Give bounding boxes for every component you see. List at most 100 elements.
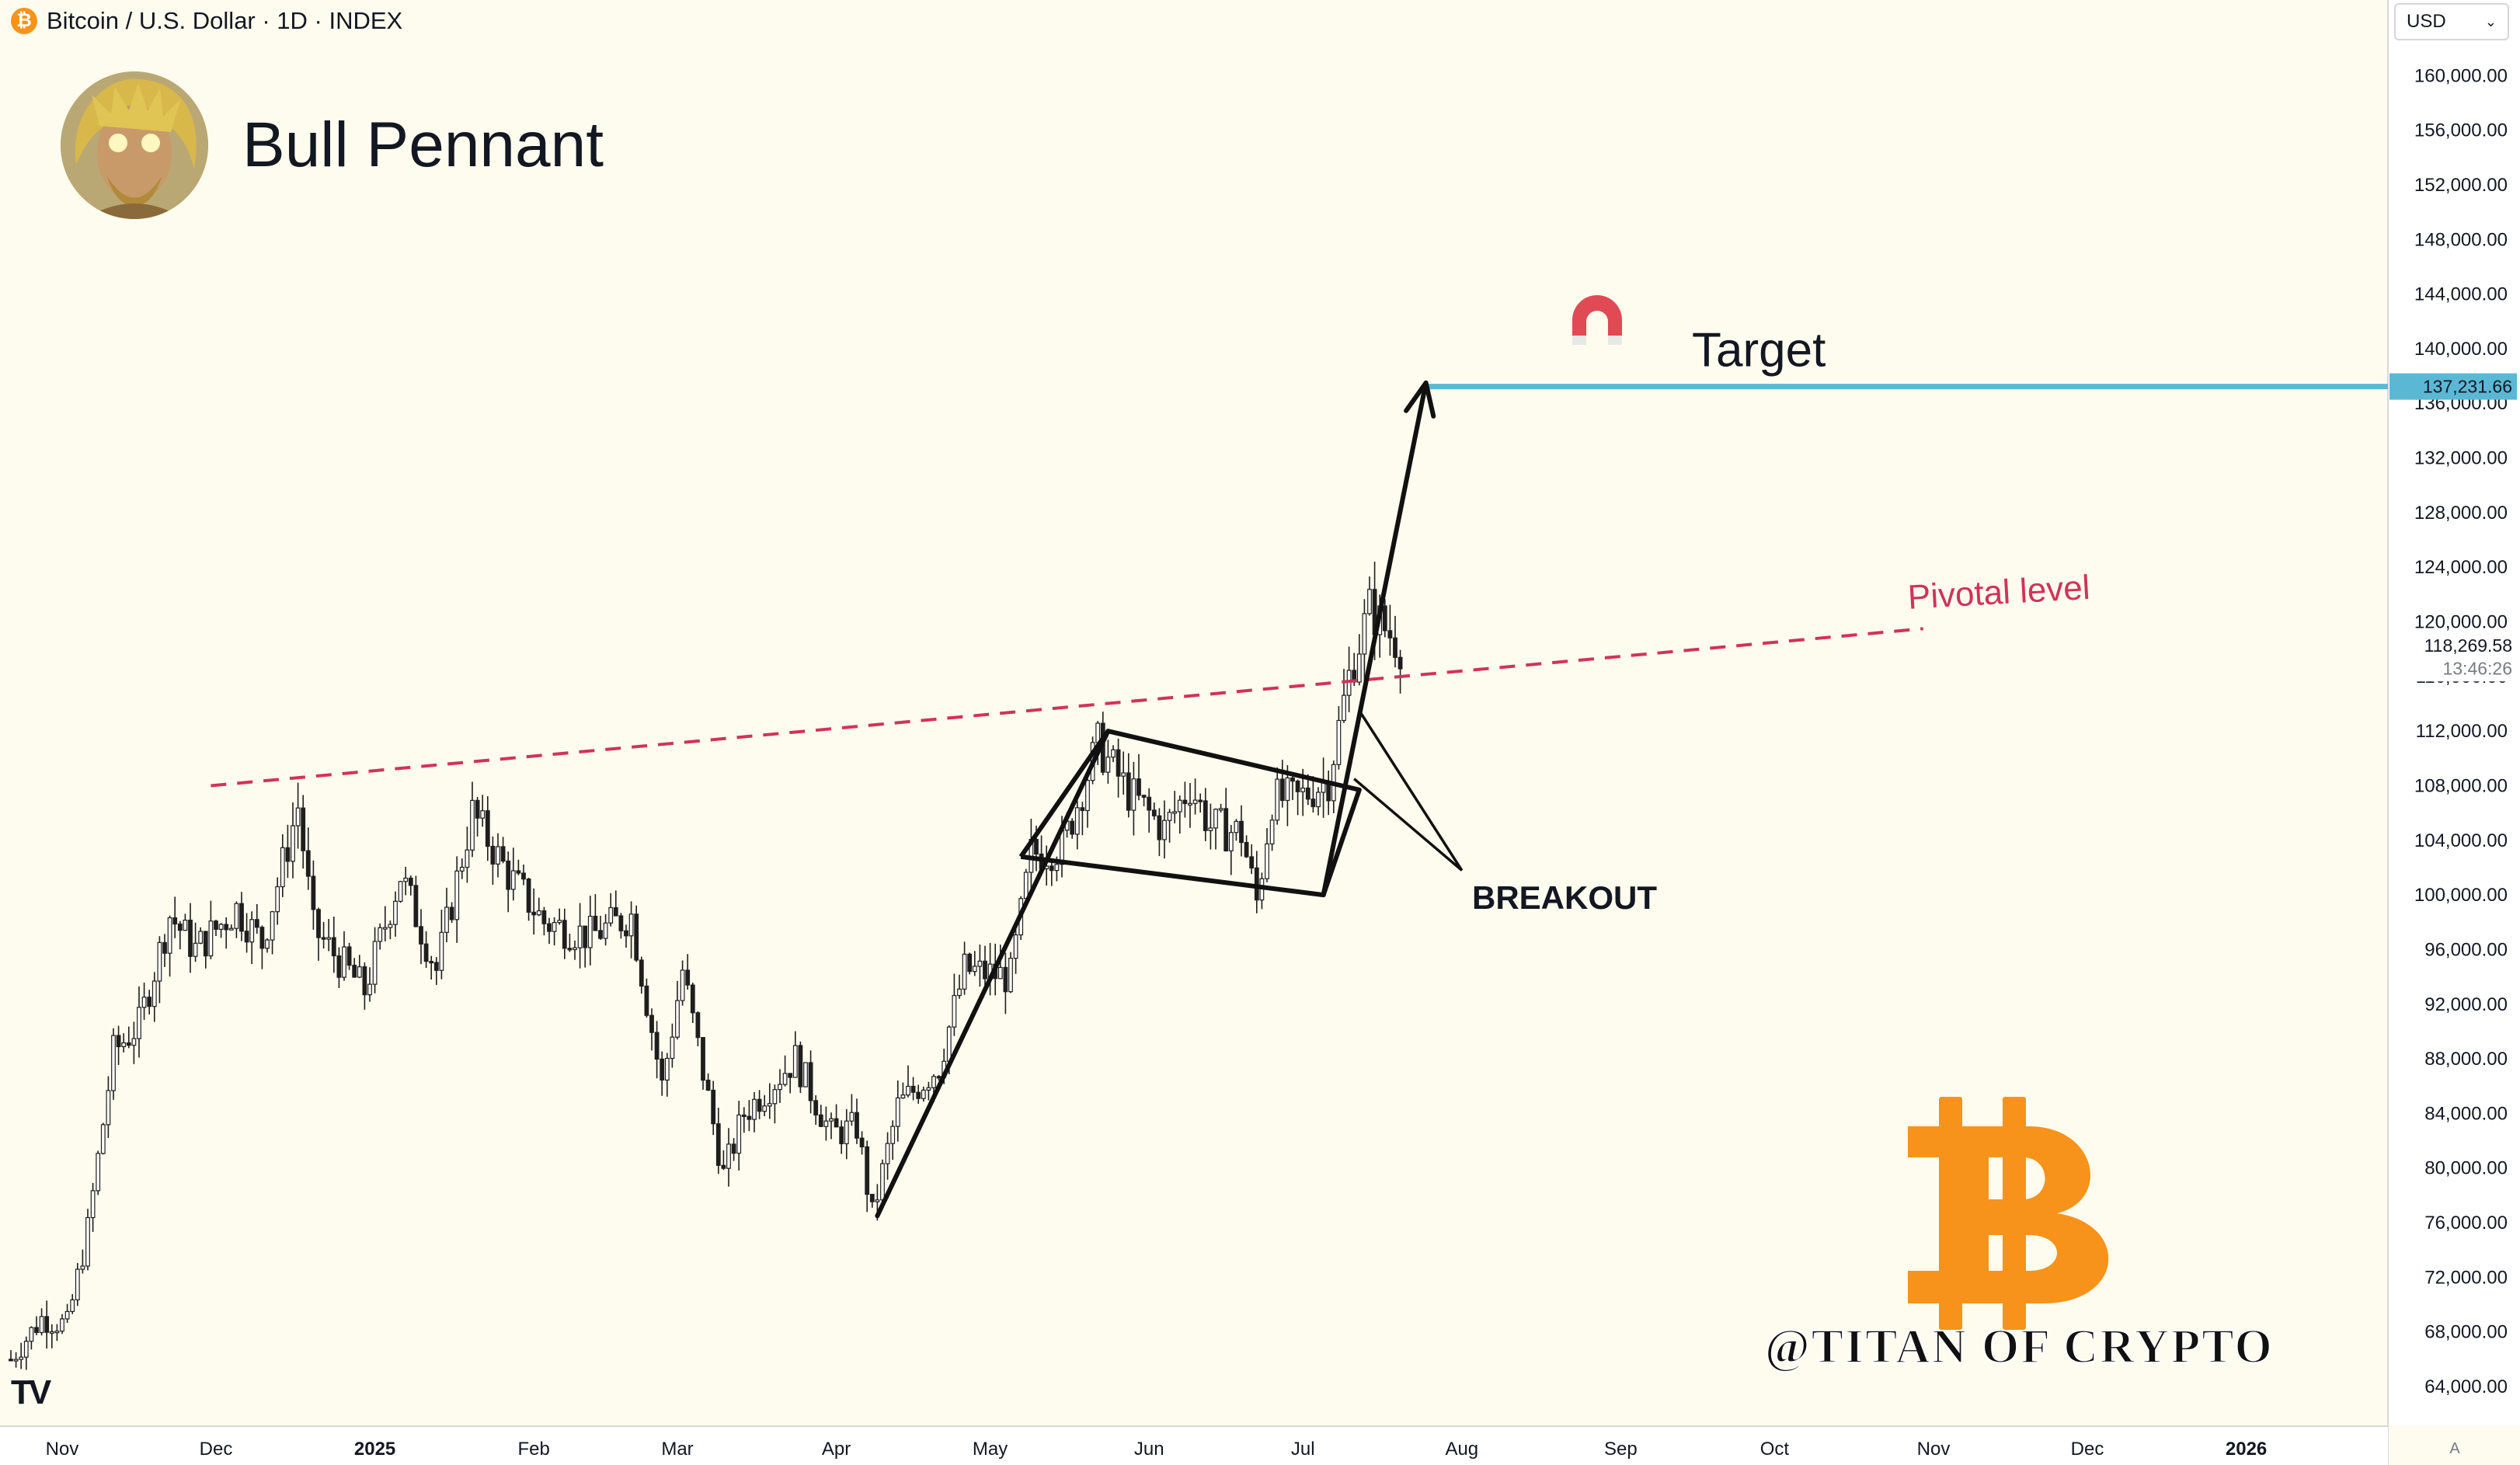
- candle-body: [162, 941, 167, 954]
- auto-scale-button[interactable]: A: [2449, 1439, 2460, 1457]
- candle-body: [649, 1014, 654, 1033]
- candle-body: [895, 1097, 900, 1127]
- candle-body: [1239, 820, 1244, 844]
- candle-body: [1105, 757, 1111, 773]
- y-tick-label: 100,000.00: [2414, 885, 2508, 906]
- candle-body: [839, 1126, 844, 1144]
- candle-body: [757, 1098, 762, 1112]
- x-tick-label: Nov: [1917, 1439, 1951, 1460]
- candle-body: [936, 1076, 942, 1079]
- y-tick-label: 104,000.00: [2414, 830, 2508, 851]
- candle-body: [803, 1062, 808, 1087]
- candle-body: [880, 1163, 885, 1201]
- x-tick-label: Nov: [46, 1439, 79, 1460]
- candle-body: [193, 942, 198, 957]
- candle-body: [316, 909, 321, 938]
- last-price-label: 118,269.58: [2424, 635, 2512, 656]
- y-tick-label: 64,000.00: [2424, 1376, 2508, 1397]
- trend-arrow-line: [875, 729, 1111, 1219]
- x-tick-label: Apr: [822, 1439, 851, 1460]
- candle-body: [408, 877, 413, 886]
- candle-body: [265, 939, 270, 949]
- candle-body: [931, 1076, 936, 1088]
- candle-body: [767, 1103, 772, 1107]
- candle-body: [957, 988, 962, 997]
- countdown-label: 13:46:26: [2442, 658, 2512, 678]
- candle-body: [788, 1073, 793, 1078]
- candle-body: [1244, 841, 1249, 858]
- candle-body: [829, 1118, 834, 1122]
- candle-body: [1054, 864, 1060, 872]
- candle-body: [321, 937, 326, 940]
- candle-body: [906, 1085, 910, 1096]
- candle-body: [664, 1057, 670, 1081]
- x-tick-label: Mar: [661, 1439, 693, 1460]
- candle-body: [131, 1038, 137, 1046]
- candle-body: [1285, 777, 1290, 802]
- candle-body: [660, 1058, 665, 1081]
- candle-body: [1167, 812, 1172, 821]
- candle-body: [813, 1100, 819, 1115]
- y-tick-label: 144,000.00: [2414, 284, 2508, 305]
- candle-body: [865, 1146, 870, 1195]
- candle-body: [690, 984, 695, 1014]
- y-tick-label: 152,000.00: [2414, 175, 2508, 196]
- time-axis-panel[interactable]: [0, 1426, 2388, 1465]
- candle-body: [224, 924, 229, 931]
- candle-body: [1003, 966, 1008, 993]
- candle-body: [137, 1007, 141, 1039]
- candle-body: [1336, 719, 1342, 765]
- candle-body: [141, 997, 147, 1008]
- candle-body: [1223, 808, 1229, 851]
- candle-body: [208, 920, 214, 957]
- candle-body: [844, 1120, 849, 1144]
- y-tick-label: 156,000.00: [2414, 120, 2508, 141]
- candle-body: [916, 1091, 921, 1099]
- candle-body: [1228, 832, 1234, 851]
- candle-body: [270, 911, 275, 941]
- candle-body: [244, 931, 249, 943]
- y-tick-label: 88,000.00: [2424, 1049, 2508, 1070]
- arrow-head: [1404, 380, 1436, 419]
- candle-body: [715, 1123, 721, 1166]
- currency-selector[interactable]: USD ⌄: [2394, 3, 2509, 40]
- tradingview-logo[interactable]: TV: [11, 1373, 51, 1411]
- candle-body: [80, 1265, 85, 1270]
- candle-body: [834, 1118, 839, 1128]
- candle-body: [475, 799, 480, 819]
- candle-body: [1310, 799, 1316, 808]
- candle-body: [910, 1085, 916, 1093]
- bitcoin-logo: [1908, 1097, 2109, 1330]
- candle-body: [367, 983, 372, 996]
- candle-body: [859, 1137, 865, 1148]
- candle-body: [1172, 811, 1178, 814]
- price-axis-panel[interactable]: [2388, 0, 2520, 1426]
- candle-body: [593, 915, 598, 931]
- y-tick-label: 124,000.00: [2414, 557, 2508, 578]
- candle-body: [900, 1094, 906, 1099]
- candle-body: [921, 1089, 926, 1099]
- candle-body: [946, 1026, 952, 1062]
- candle-body: [983, 960, 987, 980]
- candle-body: [736, 1114, 742, 1154]
- candle-body: [459, 866, 465, 872]
- y-tick-label: 84,000.00: [2424, 1103, 2508, 1124]
- candle-body: [526, 879, 531, 913]
- x-tick-label: May: [973, 1439, 1008, 1460]
- candle-body: [198, 931, 204, 944]
- candle-body: [423, 943, 429, 962]
- pivotal-level-line: [211, 627, 1923, 788]
- x-tick-label: Aug: [1445, 1439, 1478, 1460]
- x-axis-ticks: Nov Dec 2025 Feb Mar Apr May Jun Jul Aug Sep Oct Nov…: [46, 1439, 2268, 1460]
- x-tick-label: 2026: [2226, 1439, 2267, 1460]
- candle-body: [1074, 807, 1080, 835]
- symbol-header[interactable]: ₿ Bitcoin / U.S. Dollar · 1D · INDEX: [11, 3, 402, 39]
- breakout-label: BREAKOUT: [1472, 879, 1657, 916]
- x-tick-label: Jun: [1134, 1439, 1164, 1460]
- candle-body: [429, 961, 434, 964]
- candle-body: [1141, 795, 1147, 798]
- candle-body: [234, 903, 239, 929]
- candle-body: [562, 920, 567, 949]
- y-tick-label: 96,000.00: [2424, 939, 2508, 960]
